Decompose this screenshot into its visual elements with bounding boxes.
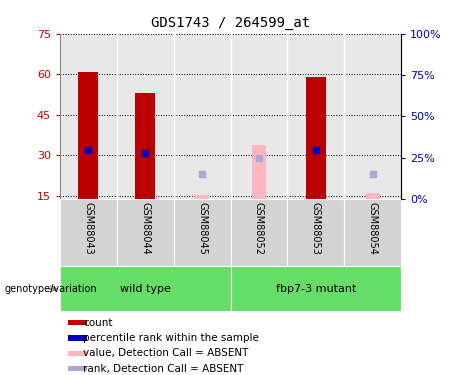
Text: GSM88053: GSM88053 <box>311 202 321 255</box>
Bar <box>174 199 230 266</box>
Text: fbp7-3 mutant: fbp7-3 mutant <box>276 284 356 294</box>
Bar <box>306 77 326 199</box>
Text: value, Detection Call = ABSENT: value, Detection Call = ABSENT <box>83 348 249 358</box>
Bar <box>68 366 87 371</box>
Title: GDS1743 / 264599_at: GDS1743 / 264599_at <box>151 16 310 30</box>
Bar <box>195 195 209 199</box>
Bar <box>174 34 230 199</box>
Bar <box>78 72 98 199</box>
Bar <box>60 199 117 266</box>
Bar <box>230 199 287 266</box>
Text: genotype/variation: genotype/variation <box>5 284 97 294</box>
Bar <box>287 34 344 199</box>
Text: percentile rank within the sample: percentile rank within the sample <box>83 333 260 343</box>
Bar <box>135 93 155 199</box>
Text: GSM88045: GSM88045 <box>197 202 207 255</box>
Text: count: count <box>83 318 113 328</box>
Bar <box>252 145 266 199</box>
Text: rank, Detection Call = ABSENT: rank, Detection Call = ABSENT <box>83 364 244 374</box>
Text: GSM88043: GSM88043 <box>83 202 94 255</box>
Bar <box>68 351 87 356</box>
Text: GSM88052: GSM88052 <box>254 202 264 255</box>
Bar <box>230 34 287 199</box>
Bar <box>68 320 87 325</box>
Bar <box>60 34 117 199</box>
Bar <box>344 199 401 266</box>
Bar <box>60 266 230 311</box>
Text: wild type: wild type <box>120 284 171 294</box>
Text: GSM88054: GSM88054 <box>367 202 378 255</box>
Bar <box>68 336 87 340</box>
Bar <box>117 199 174 266</box>
Bar <box>117 34 174 199</box>
Text: GSM88044: GSM88044 <box>140 202 150 255</box>
Bar <box>366 194 380 199</box>
Bar <box>287 199 344 266</box>
Bar <box>344 34 401 199</box>
Bar <box>230 266 401 311</box>
